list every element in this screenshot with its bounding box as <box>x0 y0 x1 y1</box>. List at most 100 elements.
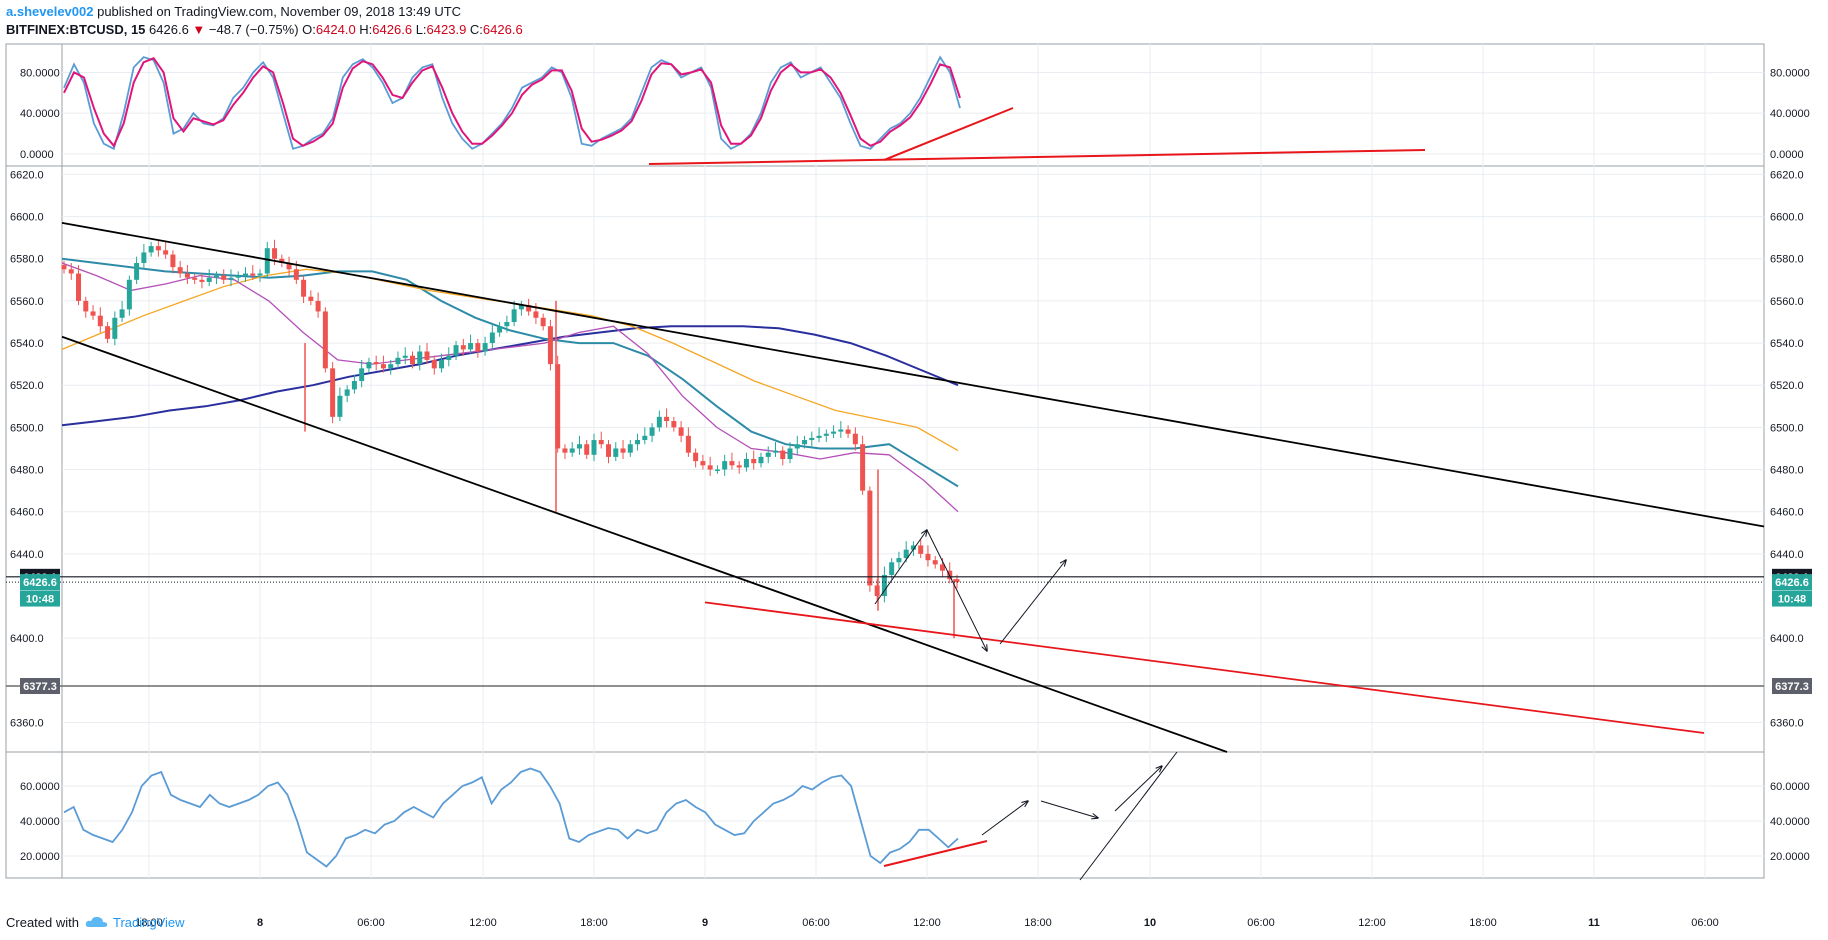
candle-body <box>896 558 902 563</box>
candle <box>409 351 415 369</box>
rsi-tick-label-left: 40.0000 <box>20 816 60 828</box>
stoch-d-line <box>63 56 961 148</box>
author-link[interactable]: a.shevelev002 <box>6 4 94 19</box>
candle <box>787 442 793 464</box>
candle <box>540 313 546 331</box>
price-tick-label-left: 6560.0 <box>10 296 44 308</box>
candle-body <box>272 248 278 259</box>
candle-body <box>504 321 510 327</box>
candle-body <box>90 311 96 316</box>
candle <box>707 456 713 476</box>
candle-body <box>569 448 575 453</box>
candle <box>163 241 169 259</box>
projection-arrow <box>1040 800 1098 818</box>
candle <box>809 431 815 447</box>
price-label-badge <box>20 574 60 591</box>
stoch-tick-label-right: 40.0000 <box>1770 108 1810 120</box>
price-label-badge <box>20 590 60 607</box>
candle <box>206 269 212 287</box>
candle-body <box>308 296 314 301</box>
candle <box>758 452 764 468</box>
time-tick-label: 12:00 <box>1358 917 1386 929</box>
candle-body <box>351 381 357 390</box>
candle <box>243 267 249 282</box>
candle <box>83 296 89 318</box>
tradingview-link[interactable]: TradingView <box>85 915 185 930</box>
candle-body <box>184 273 190 278</box>
candle-body <box>598 440 604 445</box>
candle-body <box>649 427 655 436</box>
candle <box>388 359 394 375</box>
candle-body <box>918 545 924 554</box>
candle <box>453 340 459 360</box>
price-tick-label-left: 6360.0 <box>10 717 44 729</box>
price-tick-label-right: 6480.0 <box>1770 465 1804 477</box>
moving-average-line <box>61 257 959 488</box>
candle-body <box>635 440 641 445</box>
rsi-rising-line <box>883 840 988 867</box>
candle <box>373 355 379 371</box>
candle-body <box>424 351 430 360</box>
candle-body <box>468 343 474 350</box>
candle-body <box>177 267 183 274</box>
candle-body <box>816 435 822 438</box>
candle <box>743 452 749 472</box>
down-triangle-icon: ▼ <box>192 22 206 37</box>
ohlc-open: O:6424.0 <box>302 22 356 37</box>
candle-body <box>903 549 909 559</box>
price-support-line <box>704 601 1705 734</box>
candle <box>671 416 677 432</box>
candle <box>664 408 670 428</box>
candle-body <box>954 579 960 583</box>
price-tick-label-right: 6540.0 <box>1770 338 1804 350</box>
publish-line: a.shevelev002 published on TradingView.c… <box>6 4 461 19</box>
candle <box>228 269 234 287</box>
candle-body <box>315 300 321 312</box>
projection-arrow <box>1114 766 1162 812</box>
candle <box>823 429 829 443</box>
candle-body <box>337 395 343 417</box>
candle-body <box>591 440 597 455</box>
candle <box>184 265 190 285</box>
time-tick-label: 18:00 <box>1024 917 1052 929</box>
candle-body <box>664 416 670 422</box>
candle <box>852 427 858 451</box>
candle <box>736 461 742 474</box>
ohlc-close: C:6426.6 <box>469 22 523 37</box>
time-tick-label: 18:00 <box>580 917 608 929</box>
candle-body <box>431 359 437 369</box>
candle <box>199 273 205 289</box>
candle <box>845 425 851 438</box>
candle <box>112 311 118 346</box>
candle-body <box>729 461 735 466</box>
price-tick-label-right: 6620.0 <box>1770 169 1804 181</box>
rsi-tick-label-left: 60.0000 <box>20 781 60 793</box>
candle-body <box>722 461 728 470</box>
candle <box>380 355 386 373</box>
candle-body <box>852 433 858 445</box>
candle-body <box>446 355 452 360</box>
candle-body <box>417 351 423 365</box>
candle <box>134 256 140 285</box>
price-tick-label-left: 6440.0 <box>10 549 44 561</box>
price-tick-label-right: 6400.0 <box>1770 633 1804 645</box>
candle <box>649 423 655 443</box>
candle-body <box>910 545 916 550</box>
candle-body <box>802 440 808 445</box>
price-tick-label-right: 6520.0 <box>1770 380 1804 392</box>
candle-body <box>330 368 336 417</box>
time-tick-label: 11 <box>1588 917 1600 929</box>
candle <box>620 440 626 459</box>
candle <box>642 427 648 445</box>
candle-body <box>163 250 169 255</box>
candle <box>322 307 328 373</box>
price-label-badge <box>20 678 60 695</box>
symbol-line: BITFINEX:BTCUSD, 15 6426.6 ▼ −48.7 (−0.7… <box>6 22 523 37</box>
price-tick-label-left: 6620.0 <box>10 169 44 181</box>
candle <box>518 300 524 316</box>
rsi-tick-label-right: 60.0000 <box>1770 781 1810 793</box>
candle-body <box>642 435 648 441</box>
candle-body <box>939 564 945 571</box>
candle-body <box>700 461 706 466</box>
